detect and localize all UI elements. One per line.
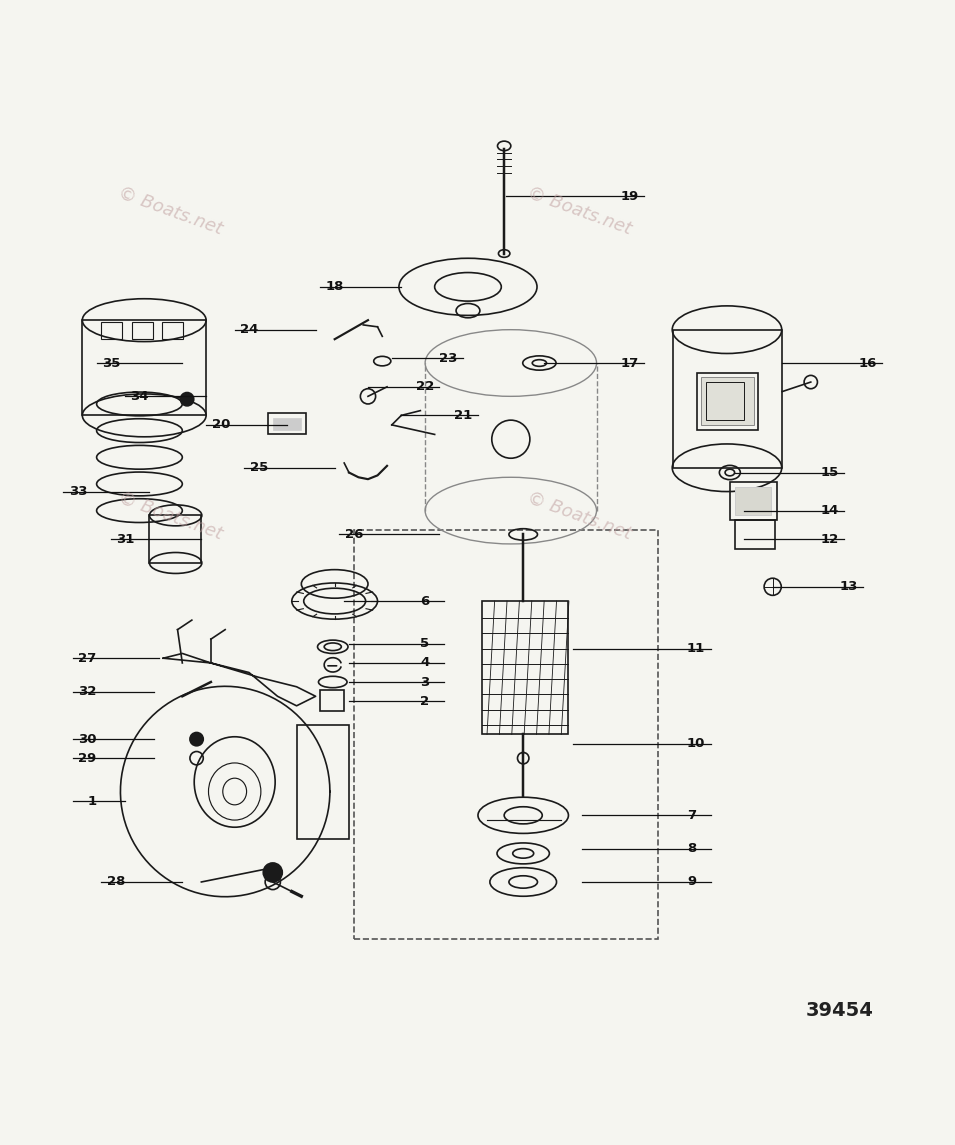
Text: 24: 24 <box>240 323 259 337</box>
Text: 13: 13 <box>839 581 858 593</box>
Text: 35: 35 <box>102 356 120 370</box>
Text: © Boats.net: © Boats.net <box>116 488 225 543</box>
Text: 18: 18 <box>326 281 344 293</box>
Bar <box>101 322 122 339</box>
Circle shape <box>264 863 283 882</box>
Bar <box>701 378 753 425</box>
Bar <box>320 689 344 711</box>
Text: 6: 6 <box>420 594 430 608</box>
Text: © Boats.net: © Boats.net <box>525 488 634 543</box>
Text: 10: 10 <box>687 737 706 750</box>
Circle shape <box>180 393 194 405</box>
Bar <box>162 322 183 339</box>
Text: 2: 2 <box>420 695 430 708</box>
Text: 11: 11 <box>687 642 705 655</box>
Bar <box>149 515 202 563</box>
Text: 22: 22 <box>415 380 434 394</box>
Text: 3: 3 <box>420 676 430 688</box>
Text: 29: 29 <box>78 751 96 765</box>
Text: 30: 30 <box>78 733 96 745</box>
Text: 32: 32 <box>78 685 96 698</box>
Text: 39454: 39454 <box>805 1001 873 1020</box>
Text: 17: 17 <box>621 356 639 370</box>
Text: © Boats.net: © Boats.net <box>525 183 634 238</box>
Text: © Boats.net: © Boats.net <box>116 183 225 238</box>
Text: 28: 28 <box>107 876 125 889</box>
Bar <box>132 322 153 339</box>
Bar <box>734 487 771 515</box>
Bar <box>273 418 302 429</box>
Text: 4: 4 <box>420 656 430 670</box>
Text: 7: 7 <box>687 808 696 822</box>
Bar <box>706 382 744 420</box>
Bar <box>734 520 775 548</box>
Text: 9: 9 <box>687 876 696 889</box>
Bar <box>482 601 568 734</box>
Text: 12: 12 <box>820 532 838 546</box>
Text: 20: 20 <box>212 418 230 432</box>
Text: 26: 26 <box>345 528 363 540</box>
Text: 15: 15 <box>820 466 838 479</box>
Text: 5: 5 <box>420 638 430 650</box>
Text: 34: 34 <box>131 389 149 403</box>
Text: 21: 21 <box>454 409 472 421</box>
Text: 14: 14 <box>820 504 838 518</box>
Bar <box>730 482 777 520</box>
Text: 1: 1 <box>88 795 96 807</box>
Text: 19: 19 <box>621 190 639 203</box>
Bar <box>297 725 349 839</box>
Text: 16: 16 <box>859 356 877 370</box>
Text: 8: 8 <box>687 842 696 855</box>
Text: 27: 27 <box>78 652 96 665</box>
Bar <box>268 413 307 434</box>
Text: 23: 23 <box>439 352 457 365</box>
Text: 31: 31 <box>117 532 135 546</box>
Text: 33: 33 <box>69 485 87 498</box>
Bar <box>82 321 206 416</box>
Text: 25: 25 <box>250 461 268 474</box>
Bar <box>672 330 782 468</box>
Circle shape <box>190 733 203 745</box>
Bar <box>696 372 758 429</box>
Bar <box>353 530 658 939</box>
